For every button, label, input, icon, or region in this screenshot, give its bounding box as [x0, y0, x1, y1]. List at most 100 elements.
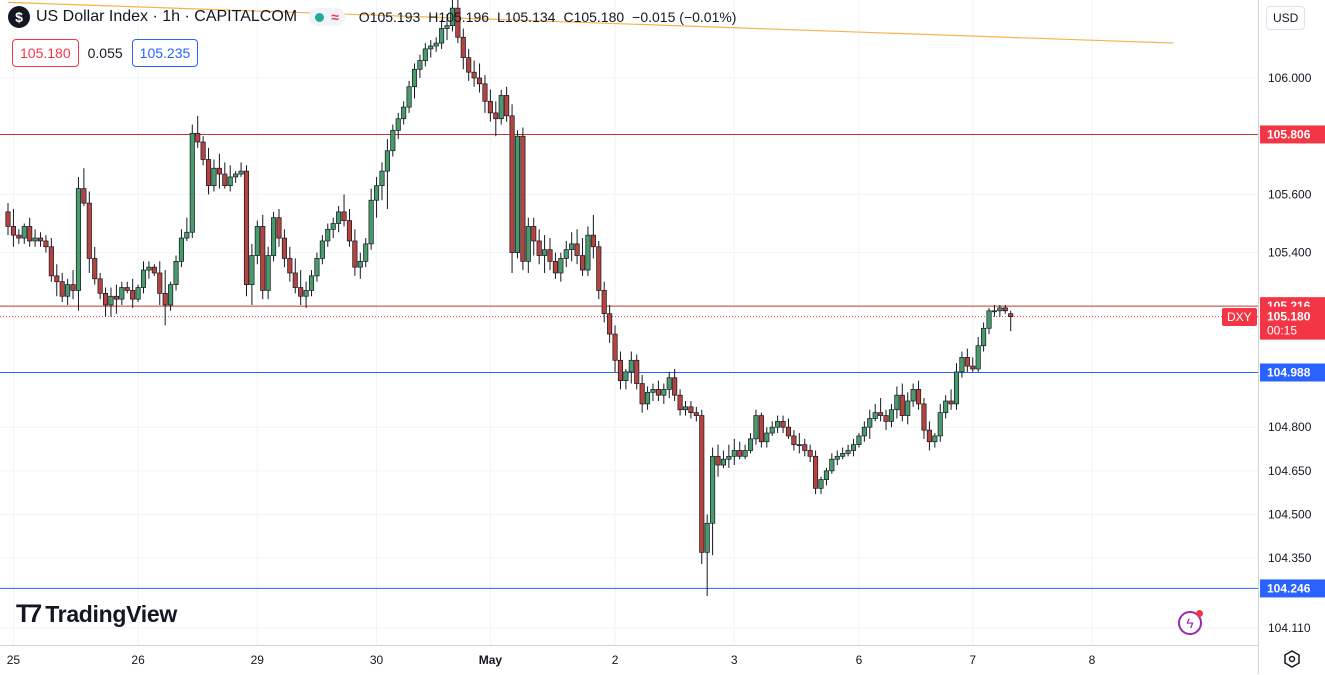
candle-body	[178, 237, 184, 262]
dollar-symbol-icon[interactable]: $	[8, 6, 30, 28]
candle-body	[850, 444, 857, 451]
trendline	[7, 1, 1174, 44]
candle-body	[547, 249, 553, 262]
candle-down	[926, 421, 932, 451]
ohlc-close: C105.180	[563, 9, 625, 25]
candle-down	[791, 430, 797, 451]
candle-down	[222, 162, 228, 189]
candle-body	[379, 170, 385, 187]
candle-body	[287, 258, 293, 274]
candle-up	[905, 392, 911, 425]
symbol-title[interactable]: US Dollar Index · 1h · CAPITALCOM	[36, 8, 298, 25]
candle-down	[552, 252, 558, 279]
candle-body	[585, 234, 591, 271]
candle-up	[840, 447, 846, 460]
candle-down	[715, 444, 721, 477]
candle-body	[292, 272, 298, 288]
candle-up	[558, 252, 564, 282]
candle-down	[476, 63, 483, 93]
candle-up	[704, 514, 710, 596]
candle-up	[411, 63, 418, 99]
buy-price-button[interactable]: 105.235	[131, 39, 199, 67]
candle-up	[254, 220, 260, 265]
candle-body	[411, 68, 418, 88]
candle-body	[276, 217, 282, 239]
candle-body	[650, 389, 656, 393]
candle-body	[818, 479, 824, 489]
candle-down	[292, 258, 298, 294]
currency-selector[interactable]: USD	[1266, 6, 1306, 30]
candle-body	[579, 255, 586, 271]
candle-body	[645, 391, 651, 405]
candle-body	[265, 255, 271, 291]
candle-body	[921, 403, 927, 431]
candle-up	[525, 217, 531, 273]
candle-body	[368, 199, 374, 245]
sell-price-button[interactable]: 105.180	[12, 39, 79, 67]
candle-body	[5, 211, 11, 227]
candle-down	[130, 278, 136, 308]
candle-down	[86, 191, 92, 273]
chart-plot-area[interactable]: $ US Dollar Index · 1h · CAPITALCOM ≈ O1…	[0, 0, 1258, 645]
candle-down	[921, 398, 927, 439]
candle-body	[81, 188, 87, 204]
price-tick-label: 105.600	[1268, 187, 1312, 201]
candle-body	[704, 522, 710, 553]
candle-down	[124, 281, 130, 294]
candle-body	[422, 48, 428, 61]
candle-down	[455, 0, 461, 44]
candle-up	[65, 278, 71, 305]
time-tick-label: 7	[969, 653, 976, 667]
candle-body	[628, 359, 634, 373]
tradingview-logo[interactable]: T7 TradingView	[16, 600, 177, 629]
price-line-label-bg	[1260, 579, 1325, 598]
candle-up	[796, 433, 802, 454]
candle-body	[953, 371, 960, 405]
status-pills[interactable]: ≈	[309, 8, 345, 26]
candle-up	[747, 433, 754, 454]
candle-up	[319, 235, 325, 265]
candle-body	[764, 432, 770, 443]
candle-body	[769, 426, 775, 434]
candle-up	[444, 13, 450, 41]
candle-up	[710, 447, 716, 556]
candle-down	[785, 418, 792, 439]
candle-up	[834, 450, 840, 466]
candle-down	[1002, 304, 1008, 314]
price-tick-label: 104.800	[1268, 420, 1312, 434]
candle-down	[48, 238, 54, 282]
time-axis[interactable]: 25 26 29 30 May 2 3 6 7 8	[0, 645, 1258, 675]
candle-body	[298, 287, 304, 297]
wave-icon: ≈	[331, 9, 339, 25]
candle-body	[487, 100, 493, 114]
price-axis[interactable]: 106.000 105.600 105.400 104.800 104.650 104.5…	[1258, 0, 1325, 674]
candle-up	[720, 450, 726, 468]
candle-body	[211, 167, 217, 187]
candle-down	[54, 264, 60, 297]
settings-gear-icon[interactable]	[1283, 650, 1301, 668]
candlestick-chart[interactable]	[0, 0, 1258, 645]
candle-body	[959, 357, 965, 373]
candle-body	[227, 176, 233, 187]
candle-up	[363, 238, 369, 268]
lightning-icon[interactable]: ϟ	[1178, 610, 1203, 635]
candle-body	[65, 284, 71, 297]
current-price-text: 105.180	[1267, 310, 1311, 324]
candle-body	[151, 266, 157, 274]
candle-down	[634, 354, 640, 390]
candle-body	[48, 246, 54, 277]
candle-body	[374, 185, 380, 201]
candle-up	[135, 284, 141, 303]
price-line-label-text: 105.806	[1267, 127, 1311, 141]
candle-down	[964, 348, 970, 372]
candle-down	[276, 208, 282, 247]
candle-body	[802, 444, 808, 451]
candle-up	[910, 383, 916, 407]
candle-up	[645, 386, 651, 410]
candle-body	[195, 132, 201, 143]
candle-down	[151, 264, 157, 276]
candle-down	[780, 415, 786, 434]
candle-body	[119, 287, 125, 300]
candle-up	[585, 226, 591, 276]
candle-body	[682, 406, 689, 411]
